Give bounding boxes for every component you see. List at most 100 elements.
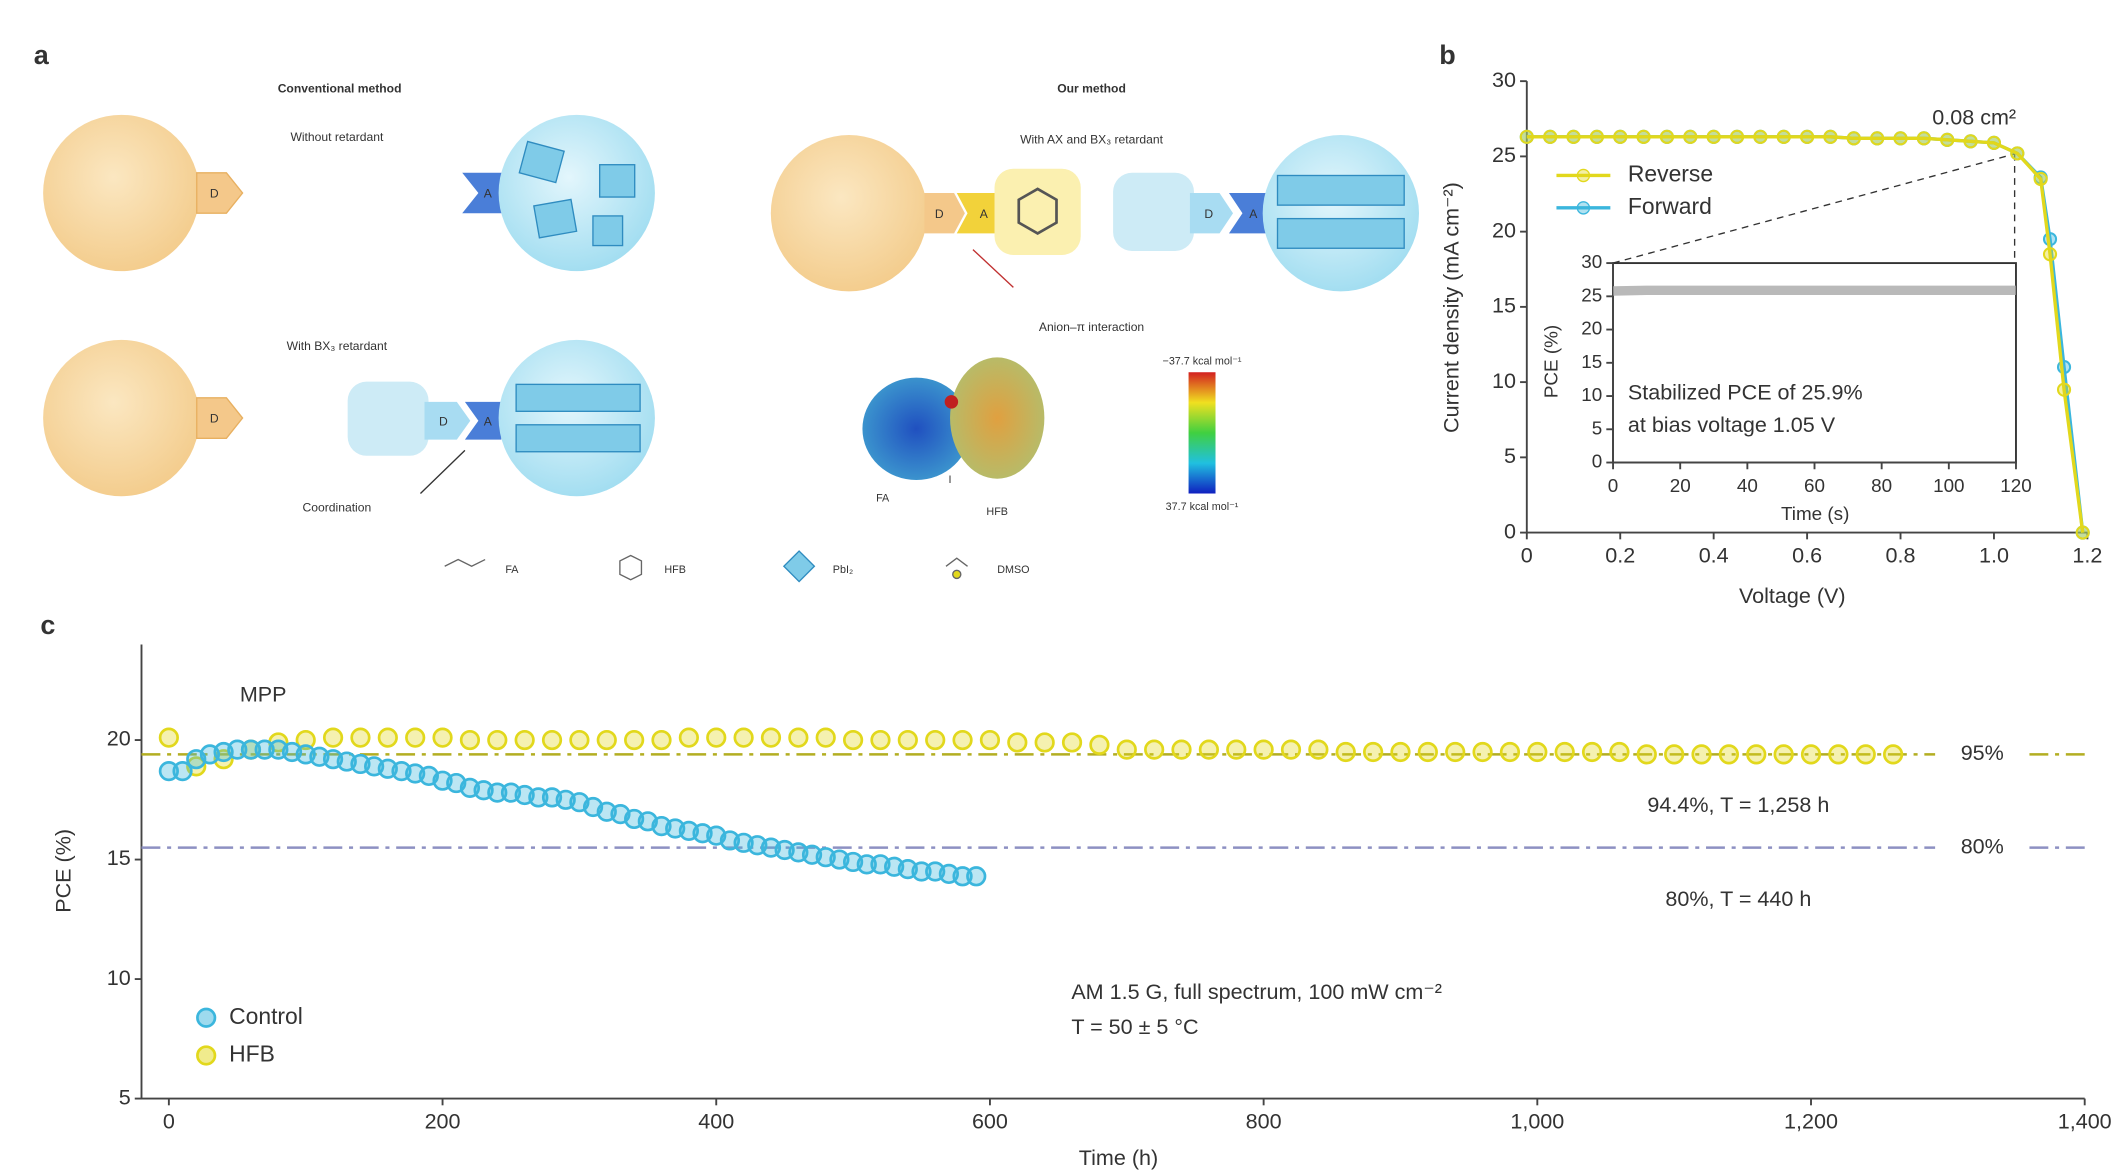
hfb-ring xyxy=(1017,187,1058,235)
reference-label: 80% xyxy=(1961,833,2004,858)
x-tick-label: 80 xyxy=(1871,475,1892,496)
y-axis-label: PCE (%) xyxy=(1540,325,1561,398)
y-tick-label: 30 xyxy=(1492,67,1516,92)
x-tick-label: 400 xyxy=(698,1109,734,1134)
marker xyxy=(1089,734,1110,755)
esp-label: FA xyxy=(876,493,890,505)
marker xyxy=(911,861,932,882)
marker xyxy=(925,729,946,751)
x-tick-label: 600 xyxy=(972,1109,1008,1134)
marker xyxy=(295,729,316,751)
marker xyxy=(1664,744,1685,765)
x-tick-label: 1,200 xyxy=(1784,1109,1838,1134)
condition: With AX and BX₃ retardant xyxy=(1020,133,1164,147)
x-tick-label: 60 xyxy=(1804,475,1825,496)
marker xyxy=(2010,146,2025,161)
esp-label: HFB xyxy=(986,506,1008,518)
marker xyxy=(966,866,987,887)
marker xyxy=(432,727,453,748)
esp-fa xyxy=(862,377,971,481)
y-tick-label: 0 xyxy=(1592,451,1603,472)
acceptor-label: A xyxy=(484,414,493,428)
color-scale xyxy=(1188,372,1216,494)
marker xyxy=(405,727,426,748)
reference-label: 95% xyxy=(1961,740,2004,765)
series-line xyxy=(1526,135,2085,533)
y-tick-label: 10 xyxy=(107,965,131,990)
panel-label: c xyxy=(40,610,55,640)
marker xyxy=(569,729,590,751)
marker xyxy=(1472,741,1493,763)
acceptor-tab xyxy=(956,193,998,234)
donor-tab xyxy=(196,172,244,214)
annotation: 80%, T = 440 h xyxy=(1665,886,1811,911)
legend-marker xyxy=(196,1007,217,1028)
marker xyxy=(1417,741,1438,763)
x-tick-label: 1,400 xyxy=(2058,1109,2112,1134)
marker xyxy=(760,727,782,748)
marker xyxy=(487,729,508,751)
y-tick-label: 25 xyxy=(1492,142,1516,167)
octahedra xyxy=(515,383,641,453)
donor-label: D xyxy=(210,412,219,426)
condition: Without retardant xyxy=(290,130,384,144)
marker xyxy=(1691,744,1712,765)
dmso-blob xyxy=(1113,172,1194,251)
x-tick-label: 0 xyxy=(1521,543,1533,568)
panel-a: a Conventional method Our method D Witho… xyxy=(34,40,1419,583)
marker xyxy=(2042,247,2058,262)
acceptor-tab xyxy=(1228,193,1267,234)
annotation: AM 1.5 G, full spectrum, 100 mW cm⁻² xyxy=(1071,979,1442,1004)
precursor-sphere xyxy=(43,339,200,497)
marker xyxy=(1659,129,1675,144)
marker xyxy=(1445,741,1466,763)
marker xyxy=(2075,525,2090,540)
marker xyxy=(1499,741,1521,763)
y-tick-label: 20 xyxy=(107,726,131,751)
precursor-sphere xyxy=(770,135,928,292)
marker xyxy=(528,787,549,808)
scale-label: −37.7 kcal mol⁻¹ xyxy=(1163,355,1242,367)
scale-label: 37.7 kcal mol⁻¹ xyxy=(1166,501,1239,513)
panel-label: a xyxy=(34,40,50,70)
marker xyxy=(1543,129,1558,144)
marker xyxy=(651,729,672,751)
x-tick-label: 120 xyxy=(2000,475,2031,496)
y-tick-label: 20 xyxy=(1492,217,1516,242)
marker xyxy=(678,727,699,748)
x-tick-label: 1.2 xyxy=(2072,543,2102,568)
marker xyxy=(1034,732,1055,753)
annotation: 94.4%, T = 1,258 h xyxy=(1647,792,1829,817)
marker xyxy=(2056,382,2072,397)
marker xyxy=(1226,739,1247,760)
connector xyxy=(1612,153,2015,264)
y-axis-label: PCE (%) xyxy=(50,829,75,913)
marker xyxy=(1335,741,1356,763)
marker xyxy=(979,729,1001,751)
marker xyxy=(254,739,275,760)
marker xyxy=(1253,739,1274,760)
marker xyxy=(1636,129,1651,144)
marker xyxy=(870,729,891,751)
donor-tab xyxy=(424,401,471,440)
x-tick-label: 0.6 xyxy=(1792,543,1822,568)
inset-connectors xyxy=(1612,153,2016,264)
marker xyxy=(1800,129,1815,144)
y-tick-label: 15 xyxy=(1581,351,1602,372)
marker xyxy=(1581,741,1603,763)
marker xyxy=(1527,741,1548,763)
donor-tab xyxy=(1189,193,1234,234)
marker xyxy=(596,729,617,751)
acceptor-label: A xyxy=(980,207,989,221)
marker xyxy=(1613,129,1628,144)
marker xyxy=(815,727,836,748)
y-tick-label: 10 xyxy=(1492,368,1516,393)
marker xyxy=(1116,739,1137,760)
donor-tab xyxy=(924,193,965,234)
acceptor-tab xyxy=(462,172,503,214)
heading: Our method xyxy=(1057,81,1126,95)
x-axis-label: Time (s) xyxy=(1781,503,1849,524)
marker xyxy=(1061,732,1083,753)
